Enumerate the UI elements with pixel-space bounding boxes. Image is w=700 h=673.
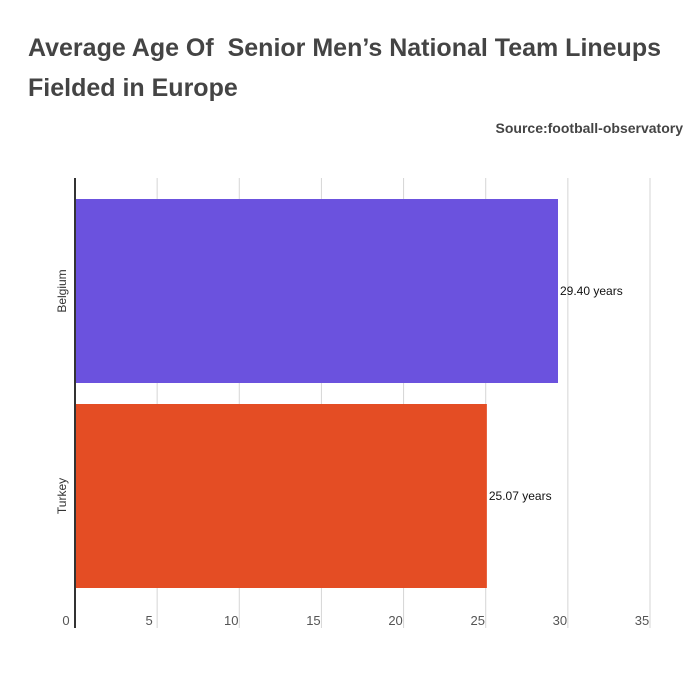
bar-turkey	[75, 404, 487, 588]
x-tick-label: 0	[62, 613, 69, 628]
x-tick-label: 25	[470, 613, 484, 628]
category-label: Turkey	[55, 478, 69, 514]
chart-title: Average Age Of Senior Men’s National Tea…	[28, 34, 668, 102]
data-label: 25.07 years	[489, 489, 552, 503]
x-tick-label: 20	[388, 613, 402, 628]
x-tick-label: 5	[146, 613, 153, 628]
x-tick-label: 10	[224, 613, 238, 628]
bar-belgium	[75, 199, 558, 383]
source-note: Source:football-observatory	[495, 120, 683, 136]
data-label: 29.40 years	[560, 284, 623, 298]
x-tick-label: 15	[306, 613, 320, 628]
x-tick-label: 35	[635, 613, 649, 628]
x-tick-label: 30	[553, 613, 567, 628]
category-label: Belgium	[55, 269, 69, 312]
